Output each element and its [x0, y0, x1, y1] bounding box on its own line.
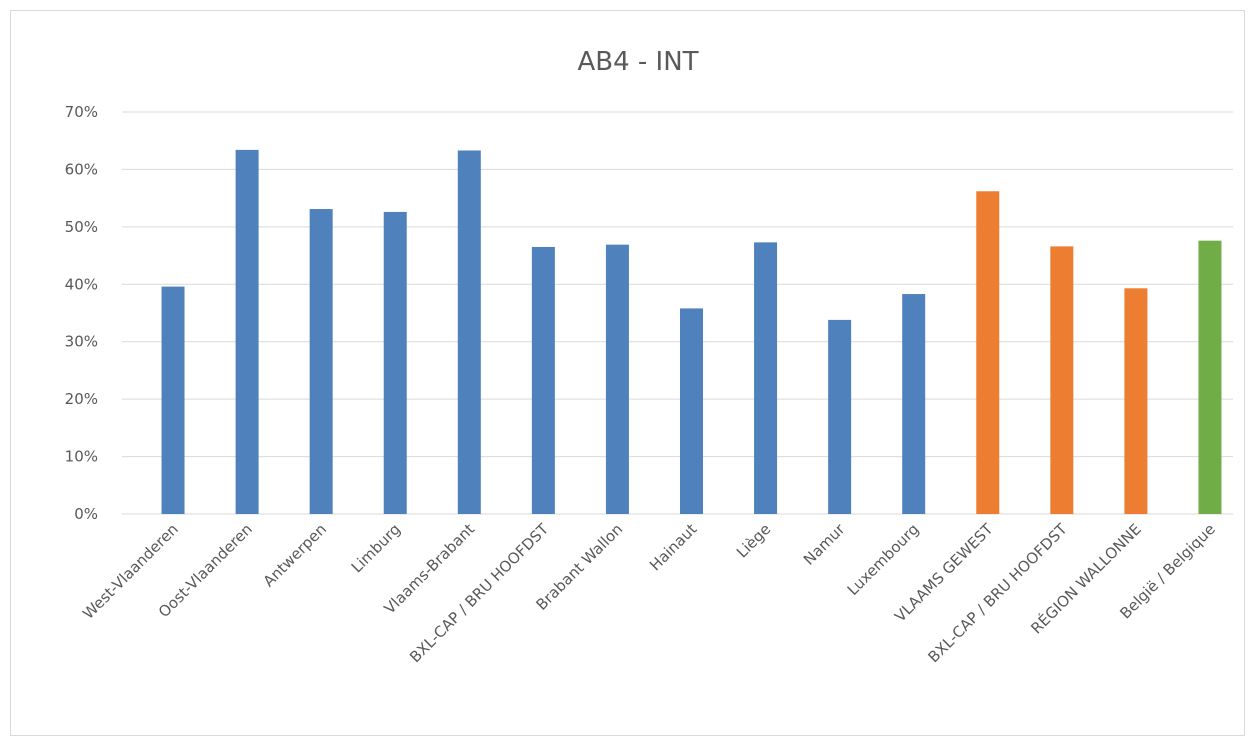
bar [457, 150, 481, 514]
bar [1050, 246, 1074, 514]
bar [161, 286, 185, 514]
gridlines [122, 111, 1233, 515]
bar [235, 149, 259, 514]
x-tick-label: Hainaut [646, 520, 700, 574]
bar [1198, 240, 1222, 514]
y-tick-label: 30% [65, 333, 98, 351]
x-tick-label: Luxembourg [844, 520, 923, 599]
x-tick-label: BXL-CAP / BRU HOOFDST [925, 520, 1072, 667]
bar [309, 209, 333, 514]
y-tick-label: 70% [65, 103, 98, 121]
x-tick-label: Liège [733, 520, 774, 561]
bar [383, 211, 407, 514]
x-tick-label: Limburg [348, 520, 404, 576]
bar [754, 242, 778, 514]
y-tick-label: 10% [65, 448, 98, 466]
y-tick-label: 60% [65, 160, 98, 178]
y-tick-label: 20% [65, 390, 98, 408]
chart-title: AB4 - INT [577, 47, 698, 77]
bar [902, 294, 926, 514]
bar [531, 246, 555, 514]
bars [161, 149, 1222, 514]
x-tick-label: Antwerpen [260, 520, 330, 590]
x-tick-label: Namur [800, 520, 849, 569]
y-tick-label: 0% [74, 505, 98, 523]
bar [976, 191, 1000, 514]
y-tick-label: 40% [65, 275, 98, 293]
bar [605, 244, 629, 514]
bar [1124, 288, 1148, 514]
x-tick-label: BXL-CAP / BRU HOOFDST [406, 520, 553, 667]
y-tick-label: 50% [65, 218, 98, 236]
bar [828, 319, 852, 514]
bar [680, 308, 703, 514]
y-axis-ticks: 0% 10% 20% 30% 40% 50% 60% 70% [65, 103, 98, 523]
